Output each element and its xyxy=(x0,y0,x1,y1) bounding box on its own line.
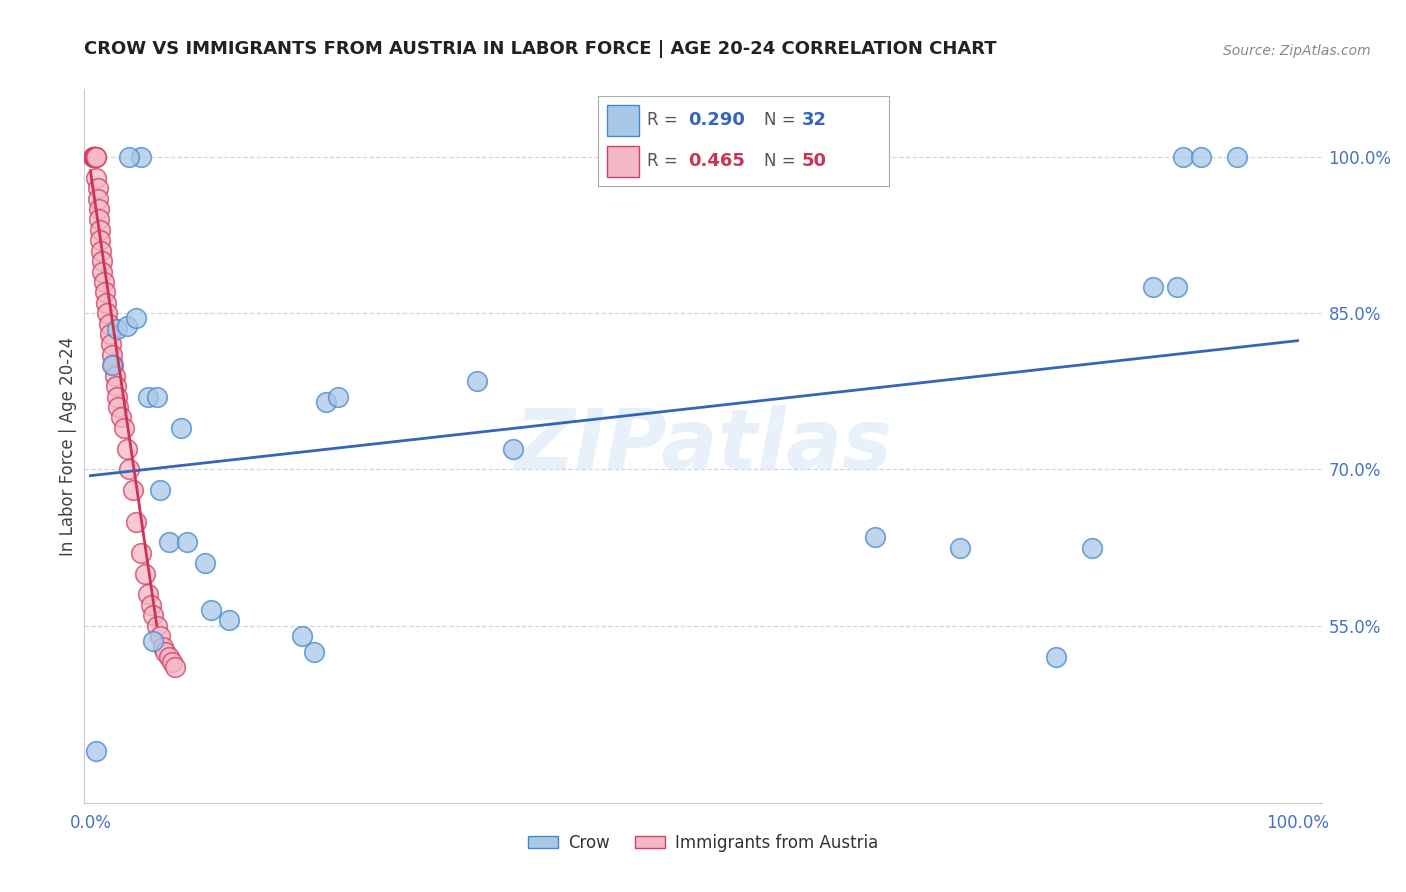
Text: Source: ZipAtlas.com: Source: ZipAtlas.com xyxy=(1223,44,1371,58)
Point xyxy=(142,608,165,623)
Point xyxy=(142,634,165,648)
Text: ZIPatlas: ZIPatlas xyxy=(515,406,891,486)
Point xyxy=(139,598,162,612)
Point xyxy=(125,515,148,529)
Point xyxy=(91,264,114,278)
Point xyxy=(129,546,152,560)
Point xyxy=(115,318,138,333)
Point xyxy=(315,394,337,409)
Point xyxy=(101,348,124,362)
Point xyxy=(103,368,125,383)
Point xyxy=(89,233,111,247)
Point xyxy=(157,535,180,549)
Point xyxy=(100,337,122,351)
Point xyxy=(162,655,184,669)
Point xyxy=(218,614,240,628)
Point xyxy=(146,618,169,632)
Point xyxy=(170,421,193,435)
Point xyxy=(138,390,160,404)
Point xyxy=(502,442,524,456)
Point xyxy=(110,410,132,425)
Point xyxy=(157,649,180,664)
Point xyxy=(152,640,174,654)
Point xyxy=(90,244,112,258)
Point xyxy=(149,629,172,643)
Legend: Crow, Immigrants from Austria: Crow, Immigrants from Austria xyxy=(522,828,884,859)
Point xyxy=(86,170,108,185)
Point xyxy=(129,150,152,164)
Point xyxy=(84,150,107,164)
Point xyxy=(948,541,970,555)
Point xyxy=(465,374,488,388)
Point xyxy=(194,556,217,570)
Point xyxy=(1189,150,1212,164)
Point xyxy=(86,181,108,195)
Point xyxy=(112,421,135,435)
Point xyxy=(121,483,143,498)
Point xyxy=(863,530,886,544)
Point xyxy=(86,744,108,758)
Point xyxy=(115,442,138,456)
Point xyxy=(89,223,111,237)
Point xyxy=(291,629,314,643)
Point xyxy=(83,150,105,164)
Point xyxy=(118,150,141,164)
Point xyxy=(163,660,186,674)
Point xyxy=(1142,280,1164,294)
Point xyxy=(105,322,128,336)
Point xyxy=(104,379,127,393)
Point xyxy=(200,603,222,617)
Point xyxy=(94,285,117,300)
Point xyxy=(91,254,114,268)
Point xyxy=(83,150,105,164)
Point xyxy=(326,390,349,404)
Point xyxy=(98,326,121,341)
Point xyxy=(86,150,108,164)
Point xyxy=(138,587,160,601)
Point xyxy=(87,202,110,216)
Point xyxy=(1081,541,1104,555)
Point xyxy=(97,317,120,331)
Point xyxy=(107,400,129,414)
Point xyxy=(82,150,104,164)
Point xyxy=(1166,280,1188,294)
Point xyxy=(149,483,172,498)
Point xyxy=(1226,150,1249,164)
Point xyxy=(87,212,110,227)
Text: CROW VS IMMIGRANTS FROM AUSTRIA IN LABOR FORCE | AGE 20-24 CORRELATION CHART: CROW VS IMMIGRANTS FROM AUSTRIA IN LABOR… xyxy=(84,40,997,58)
Point xyxy=(93,275,115,289)
Point xyxy=(125,311,148,326)
Point xyxy=(103,358,125,372)
Point xyxy=(86,192,108,206)
Point xyxy=(83,150,105,164)
Point xyxy=(118,462,141,476)
Point xyxy=(101,358,124,372)
Point xyxy=(1045,649,1067,664)
Point xyxy=(96,306,118,320)
Point xyxy=(94,295,117,310)
Point xyxy=(84,150,107,164)
Point xyxy=(1171,150,1194,164)
Point xyxy=(155,645,177,659)
Point xyxy=(84,150,107,164)
Y-axis label: In Labor Force | Age 20-24: In Labor Force | Age 20-24 xyxy=(59,336,77,556)
Point xyxy=(146,390,169,404)
Point xyxy=(176,535,198,549)
Point xyxy=(86,150,108,164)
Point xyxy=(302,645,325,659)
Point xyxy=(105,390,128,404)
Point xyxy=(134,566,156,581)
